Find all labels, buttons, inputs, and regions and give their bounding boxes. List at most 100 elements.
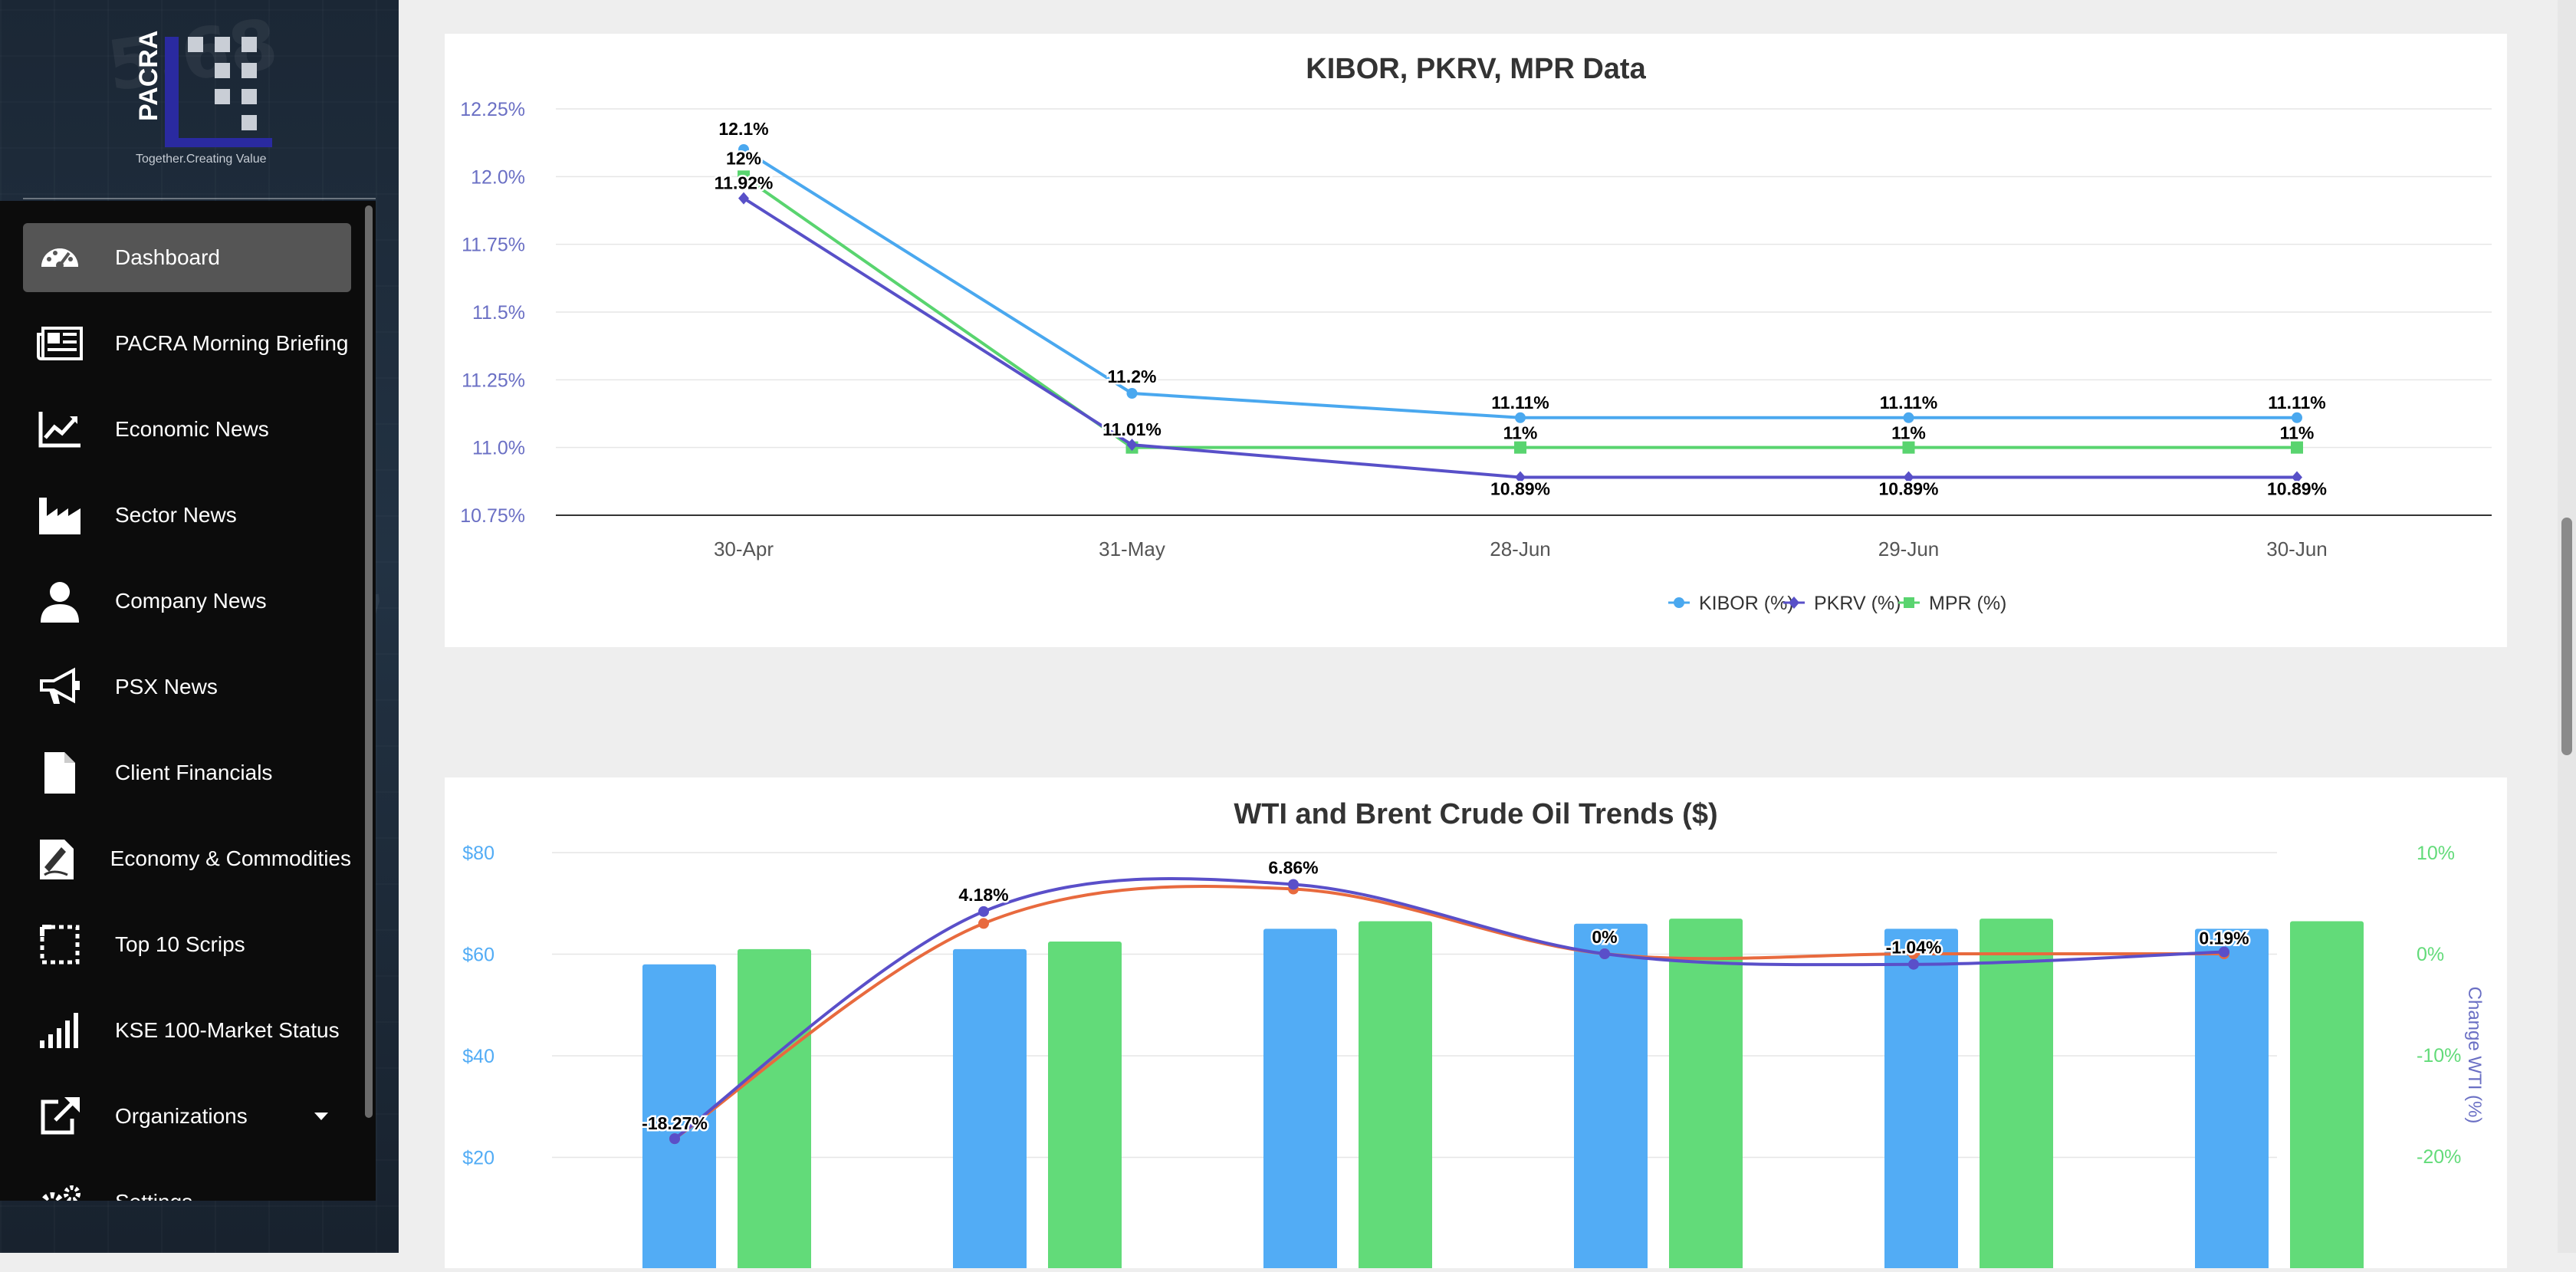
data-label: 12.1% <box>718 119 768 139</box>
data-point <box>1515 412 1526 423</box>
data-point <box>1514 441 1526 454</box>
data-label: 0.19% <box>2199 928 2249 948</box>
data-point <box>1903 471 1914 484</box>
sidebar-item-label: PSX News <box>115 675 218 698</box>
y-tick-label: 11.25% <box>462 370 525 391</box>
data-label: 11% <box>1891 423 1926 443</box>
wti-bar <box>1574 923 1648 1272</box>
sidebar-item-label: Top 10 Scrips <box>115 932 245 956</box>
data-point <box>669 1133 680 1145</box>
external-link-icon <box>37 1093 83 1139</box>
right-axis-label: Change WTI (%) <box>2464 987 2485 1124</box>
legend-label: KIBOR (%) <box>1699 593 1794 614</box>
sidebar-item-label: KSE 100-Market Status <box>115 1018 340 1042</box>
brent-bar <box>1048 941 1122 1272</box>
data-point <box>1288 879 1299 890</box>
signal-bars-icon <box>37 1007 83 1053</box>
y-tick-label-left: $20 <box>462 1148 495 1169</box>
x-tick-label: 30-Apr <box>714 537 774 560</box>
sidebar-item-economic-news[interactable]: Economic News <box>23 395 351 464</box>
gears-icon <box>37 1179 83 1201</box>
brent-bar <box>1359 921 1432 1272</box>
sidebar-item-top-10-scrips[interactable]: Top 10 Scrips <box>23 910 351 979</box>
y-tick-label-right: 10% <box>2417 843 2455 864</box>
megaphone-icon <box>37 664 83 710</box>
data-point <box>2291 441 2303 454</box>
sidebar-scrollbar[interactable] <box>362 201 374 1201</box>
data-point <box>1908 948 1919 959</box>
kibor-chart-card: KIBOR, PKRV, MPR Data 10.75% 11.0% 11.25% 11… <box>445 34 2507 647</box>
data-label: 11.11% <box>1491 393 1549 412</box>
y-tick-label-right: -20% <box>2417 1146 2461 1168</box>
data-label: 6.86% <box>1268 857 1318 877</box>
dashboard-gauge-icon <box>37 235 83 281</box>
data-label: 10.89% <box>1878 479 1938 499</box>
sidebar-item-psx-news[interactable]: PSX News <box>23 652 351 721</box>
sidebar-item-label: Dashboard <box>115 245 220 269</box>
data-label: 12% <box>726 148 761 168</box>
sidebar-item-label: Organizations <box>115 1104 248 1128</box>
data-label: 11.2% <box>1108 366 1157 386</box>
sidebar: 5.68 9.334 2.3647 2235 PACRA Together.Cr… <box>0 0 399 1253</box>
legend-label: MPR (%) <box>1929 593 2006 614</box>
y-tick-label: 11.5% <box>472 302 525 324</box>
y-tick-label: 12.25% <box>460 99 525 120</box>
data-point <box>1515 471 1526 484</box>
wti-bar <box>1263 929 1337 1272</box>
caret-down-icon[interactable] <box>314 1113 328 1120</box>
data-point <box>1599 948 1610 959</box>
newspaper-icon <box>37 320 83 366</box>
y-tick-label-right: -10% <box>2417 1045 2461 1067</box>
sidebar-item-client-financials[interactable]: Client Financials <box>23 738 351 807</box>
sidebar-item-label: Economy & Commodities <box>110 846 351 870</box>
wti-brent-chart: WTI and Brent Crude Oil Trends ($) $20 $40… <box>462 798 2485 1272</box>
data-point <box>1908 958 1919 970</box>
sidebar-item-label: Economic News <box>115 417 269 441</box>
sidebar-item-label: Company News <box>115 589 267 613</box>
legend-marker <box>1674 597 1684 608</box>
pacra-logo[interactable]: PACRA Together.Creating Value <box>134 31 288 169</box>
sidebar-divider <box>23 198 376 199</box>
data-label: -18.27% <box>642 1113 708 1133</box>
data-label: 11% <box>1503 423 1538 443</box>
sidebar-item-label: Client Financials <box>115 761 273 784</box>
series-line-change-brent <box>673 885 2224 1140</box>
data-point <box>1903 412 1914 423</box>
y-tick-label-left: $60 <box>462 945 495 966</box>
data-label: 10.89% <box>1490 479 1550 499</box>
scrollbar-thumb[interactable] <box>2561 518 2572 755</box>
sidebar-item-sector-news[interactable]: Sector News <box>23 481 351 550</box>
data-label: 10.89% <box>2267 479 2327 499</box>
y-tick-label-right: 0% <box>2417 944 2444 965</box>
sidebar-item-economy-commodities[interactable]: Economy & Commodities <box>23 824 351 893</box>
scrollbar-thumb[interactable] <box>365 205 373 1118</box>
logo-tagline: Together.Creating Value <box>136 153 267 166</box>
data-label: 11.92% <box>715 173 774 193</box>
data-label: 4.18% <box>958 885 1008 905</box>
sidebar-item-settings[interactable]: Settings <box>23 1168 351 1201</box>
x-tick-label: 31-May <box>1099 537 1165 560</box>
sidebar-item-kse-100-market-status[interactable]: KSE 100-Market Status <box>23 996 351 1065</box>
user-icon <box>37 578 83 624</box>
data-point <box>1902 441 1915 454</box>
page-scrollbar[interactable] <box>2558 0 2576 1253</box>
brent-bar <box>1980 919 2053 1272</box>
x-tick-label: 29-Jun <box>1878 537 1940 560</box>
sidebar-menu[interactable]: Dashboard PACRA Morning Briefing Economic … <box>0 201 376 1201</box>
sidebar-item-dashboard[interactable]: Dashboard <box>23 223 351 292</box>
brent-bar <box>2290 921 2364 1272</box>
data-label: 11.01% <box>1102 419 1162 439</box>
x-tick-label: 28-Jun <box>1490 537 1551 560</box>
data-point <box>2219 946 2229 958</box>
chart-title: KIBOR, PKRV, MPR Data <box>1306 53 1646 85</box>
data-label: 11% <box>2280 423 2315 443</box>
sidebar-item-company-news[interactable]: Company News <box>23 567 351 636</box>
file-signature-icon <box>37 836 78 882</box>
wti-bar <box>1884 929 1958 1272</box>
sidebar-item-organizations[interactable]: Organizations <box>23 1082 351 1151</box>
sidebar-item-pacra-morning-briefing[interactable]: PACRA Morning Briefing <box>23 309 351 378</box>
line-chart-icon <box>37 406 83 452</box>
logo-text: PACRA <box>134 31 163 121</box>
legend-marker <box>1904 597 1914 608</box>
legend-marker <box>1789 597 1799 609</box>
